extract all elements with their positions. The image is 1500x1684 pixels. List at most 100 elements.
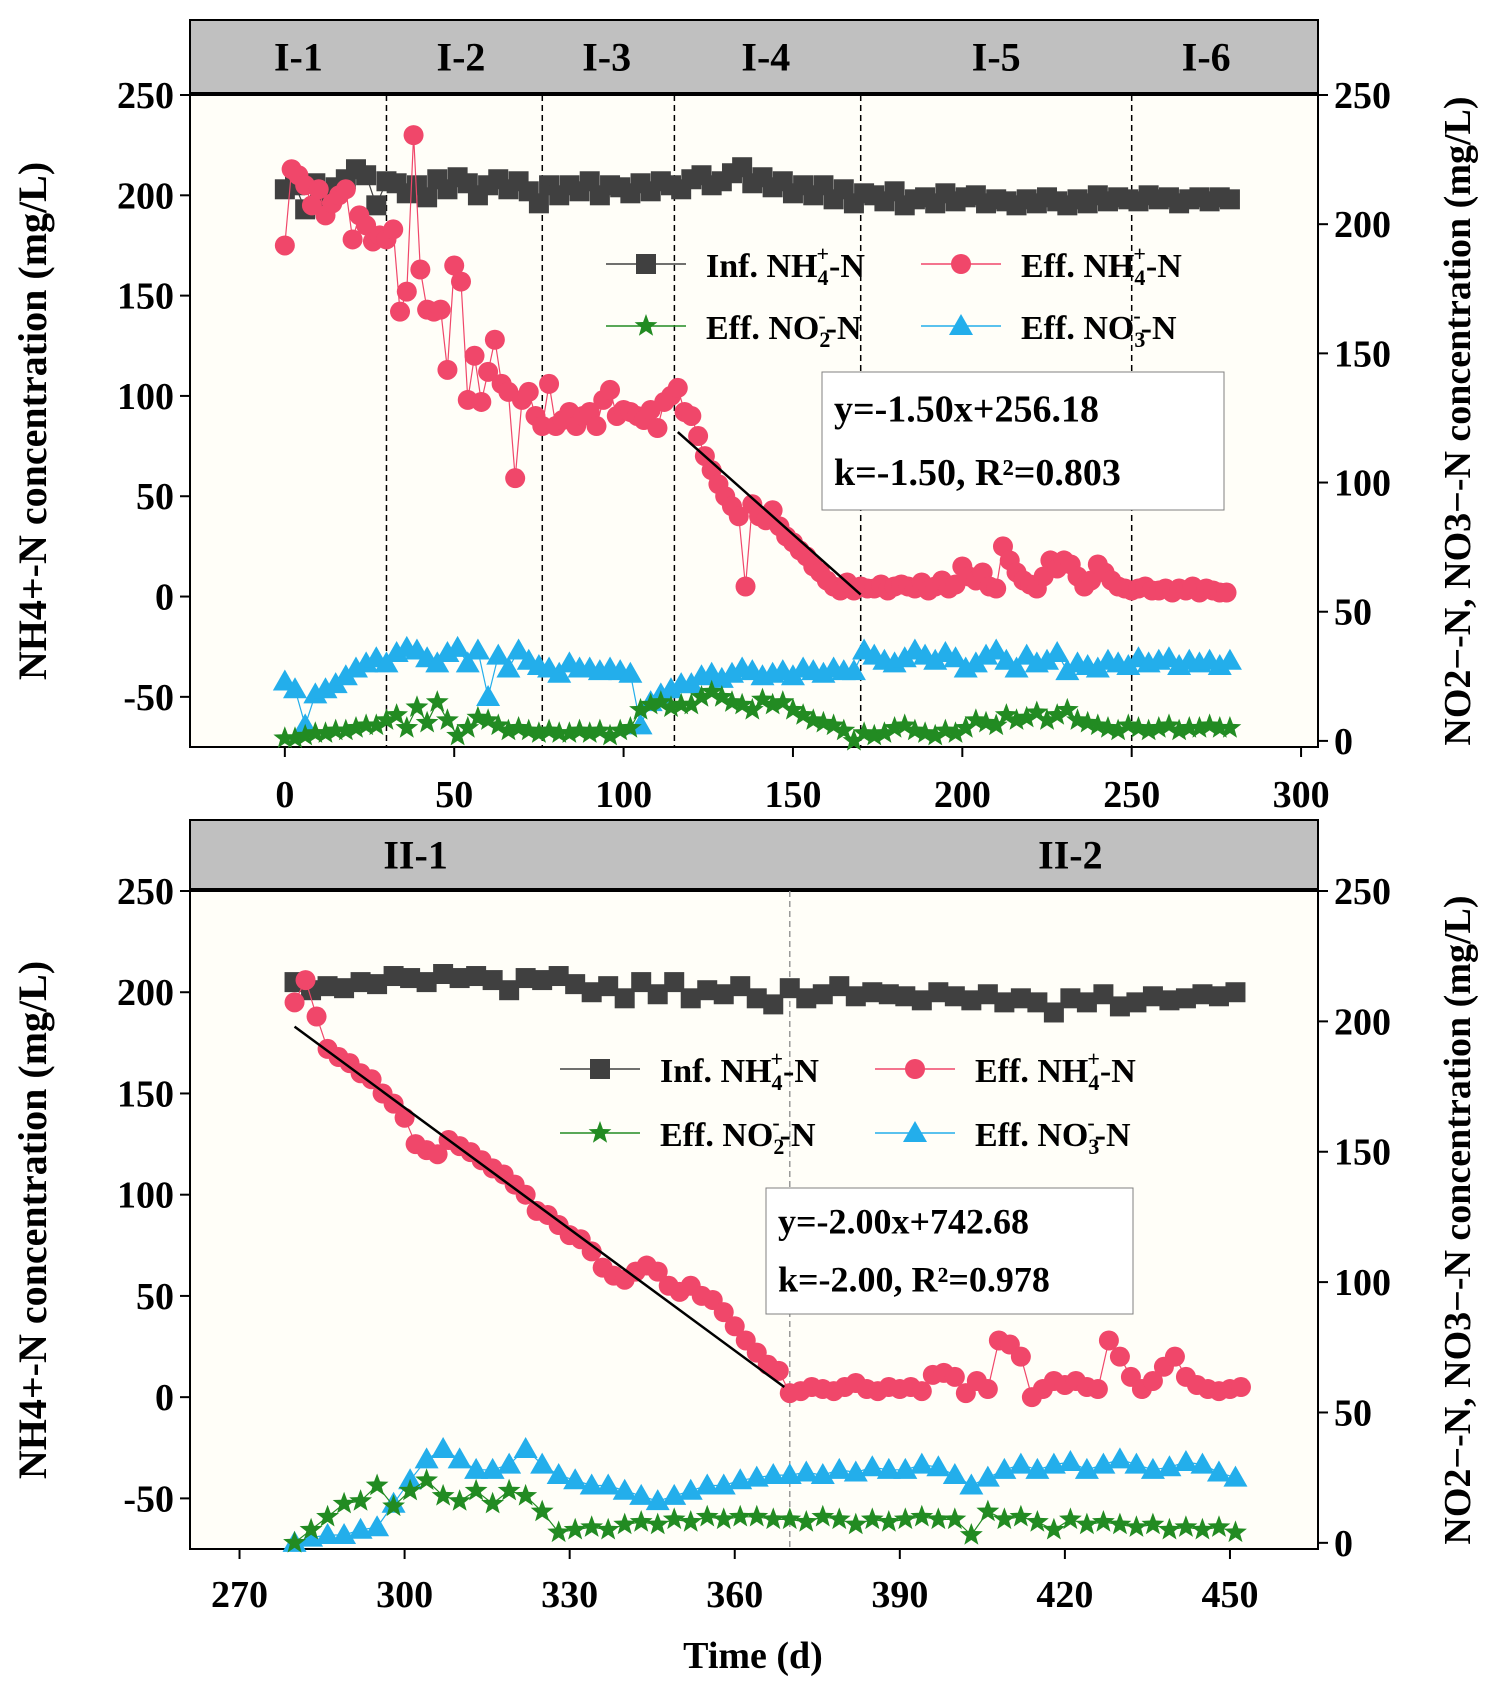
data-point-eff_no2 xyxy=(1137,718,1160,741)
data-point-eff_no3 xyxy=(1008,1452,1033,1474)
data-point-inf_nh4 xyxy=(911,990,932,1011)
data-point-eff_no2 xyxy=(1076,710,1100,733)
data-point-eff_no2 xyxy=(415,710,439,733)
data-point-inf_nh4 xyxy=(565,974,586,995)
legend-label: Eff. NO3--N xyxy=(975,1110,1131,1159)
data-point-inf_nh4 xyxy=(356,165,377,186)
data-point-eff_no2 xyxy=(283,1530,306,1553)
legend-marker-eff_no3 xyxy=(949,314,973,335)
data-point-eff_no2 xyxy=(730,692,754,715)
data-point-eff_nh4 xyxy=(335,179,356,200)
y-tick-label-left: -50 xyxy=(123,677,174,719)
data-point-eff_nh4 xyxy=(396,281,417,302)
y-axis-label-left-bottom: NH4+-N concentration (mg/L) xyxy=(10,961,55,1479)
phase-label: I-5 xyxy=(972,35,1021,80)
data-point-eff_no2 xyxy=(382,1494,405,1517)
fit-line-top xyxy=(676,431,862,596)
data-point-eff_no2 xyxy=(1075,1512,1099,1535)
data-point-eff_no2 xyxy=(778,1507,802,1530)
data-point-eff_no3 xyxy=(445,635,470,657)
data-point-eff_nh4 xyxy=(1164,1346,1185,1367)
axes-bottom: 270 300 330 360 390 420 450 -50 0 50 100 150 200 250 0… xyxy=(117,871,1391,1616)
data-point-inf_nh4 xyxy=(1060,988,1081,1009)
data-point-eff_no3 xyxy=(414,1447,439,1469)
legend-marker-eff_no2 xyxy=(634,314,658,336)
data-point-eff_nh4 xyxy=(484,329,505,350)
data-point-eff_no3 xyxy=(959,1473,984,1495)
data-point-eff_no3 xyxy=(579,1473,604,1495)
data-point-eff_nh4 xyxy=(518,381,539,402)
data-point-eff_no2 xyxy=(649,690,673,712)
data-point-eff_no2 xyxy=(1108,1512,1132,1535)
data-point-eff_no3 xyxy=(777,1463,802,1485)
data-point-eff_nh4 xyxy=(735,576,756,597)
data-point-inf_nh4 xyxy=(528,193,549,214)
data-point-eff_nh4 xyxy=(681,405,702,426)
data-point-eff_no2 xyxy=(862,723,886,746)
data-point-eff_no2 xyxy=(1218,716,1242,738)
phase-label: II-1 xyxy=(383,833,447,878)
series-eff_no2 xyxy=(283,1468,1247,1553)
data-point-eff_no3 xyxy=(909,1452,934,1474)
data-point-eff_no3 xyxy=(876,1457,901,1479)
data-point-eff_no2 xyxy=(588,718,612,741)
y-tick-label-right: 200 xyxy=(1334,1001,1391,1043)
legend-label: Eff. NO2--N xyxy=(660,1110,816,1159)
data-point-inf_nh4 xyxy=(400,968,421,989)
fit-equation-top: y=-1.50x+256.18 xyxy=(834,389,1099,431)
data-point-eff_no3 xyxy=(629,1483,654,1505)
data-point-eff_no3 xyxy=(563,1468,588,1490)
data-point-eff_no2 xyxy=(497,1478,521,1501)
phase-label: II-2 xyxy=(1038,833,1102,878)
data-point-eff_nh4 xyxy=(342,229,363,250)
data-point-inf_nh4 xyxy=(1126,992,1147,1013)
data-point-eff_no2 xyxy=(771,690,795,712)
data-point-eff_no2 xyxy=(994,703,1018,725)
data-point-eff_no2 xyxy=(984,713,1008,736)
series-eff_no2 xyxy=(273,679,1242,751)
data-point-inf_nh4 xyxy=(1208,986,1229,1007)
data-point-inf_nh4 xyxy=(1159,990,1180,1011)
data-point-eff_nh4 xyxy=(430,299,451,320)
data-point-eff_nh4 xyxy=(688,426,709,447)
data-point-inf_nh4 xyxy=(680,988,701,1009)
data-point-inf_nh4 xyxy=(944,986,965,1007)
y-tick-label-left: 100 xyxy=(117,1175,174,1217)
data-point-eff_nh4 xyxy=(667,377,688,398)
phase-band-bottom xyxy=(189,819,1319,890)
data-point-eff_no2 xyxy=(464,1478,488,1501)
data-point-eff_no2 xyxy=(959,1523,983,1545)
data-point-eff_no2 xyxy=(1208,716,1232,738)
data-point-eff_no2 xyxy=(1026,1510,1049,1532)
phase-label: I-2 xyxy=(437,35,486,80)
data-point-inf_nh4 xyxy=(647,984,668,1005)
legend-label: Eff. NH4+-N xyxy=(1021,241,1182,290)
data-point-eff_no2 xyxy=(1157,713,1181,736)
data-point-eff_no3 xyxy=(496,656,521,678)
data-point-eff_no2 xyxy=(954,716,978,738)
data-point-eff_nh4 xyxy=(505,468,526,489)
data-point-eff_no2 xyxy=(558,721,581,743)
legend-marker-inf_nh4 xyxy=(636,254,656,274)
data-point-eff_no2 xyxy=(794,1510,818,1532)
data-point-eff_no2 xyxy=(1066,708,1089,730)
x-tick-label: 200 xyxy=(934,774,991,816)
data-point-eff_no2 xyxy=(639,692,663,715)
data-point-eff_no2 xyxy=(364,713,388,736)
legend-label: Inf. NH4+-N xyxy=(660,1046,819,1095)
y-axis-label-right-top: NO2−-N, NO3−-N concentration (mg/L) xyxy=(1437,96,1479,745)
data-point-eff_no2 xyxy=(608,718,632,741)
y-tick-label-left: 200 xyxy=(117,175,174,217)
data-point-eff_no2 xyxy=(964,708,988,730)
data-point-eff_no3 xyxy=(1140,1457,1165,1479)
data-point-inf_nh4 xyxy=(1027,992,1048,1013)
data-point-eff_nh4 xyxy=(410,259,431,280)
data-point-eff_no3 xyxy=(1045,641,1070,663)
data-point-eff_no2 xyxy=(514,1483,538,1506)
data-point-eff_no3 xyxy=(943,646,968,668)
data-point-eff_nh4 xyxy=(600,379,621,400)
data-point-eff_no3 xyxy=(744,1465,769,1487)
data-point-eff_no2 xyxy=(974,710,998,733)
data-point-eff_no2 xyxy=(827,1507,851,1530)
data-point-eff_no2 xyxy=(486,713,510,736)
